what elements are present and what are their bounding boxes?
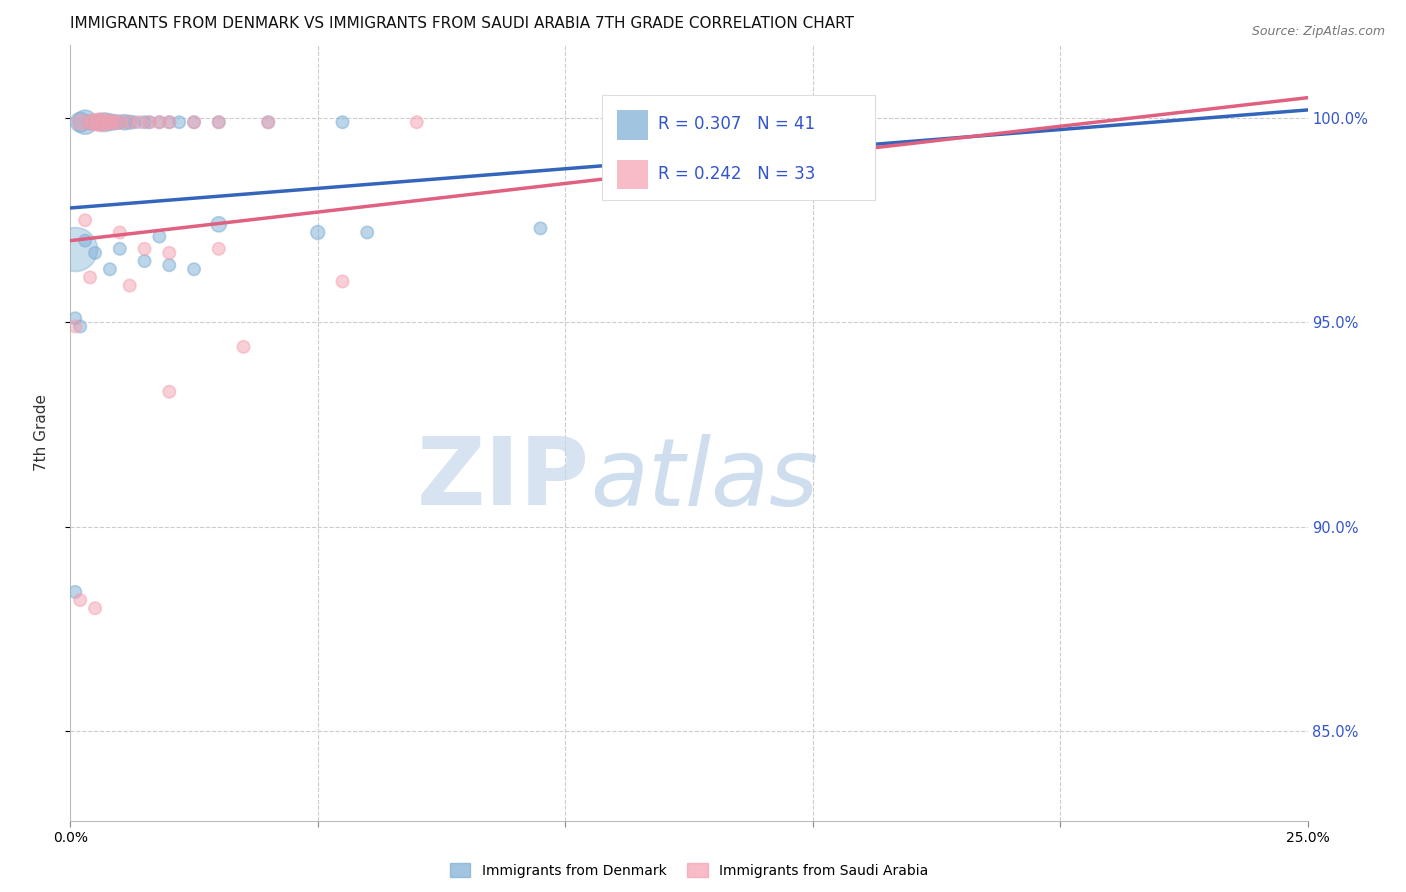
Point bbox=[124, 115, 146, 129]
Text: R = 0.242   N = 33: R = 0.242 N = 33 bbox=[658, 165, 815, 183]
Point bbox=[98, 115, 121, 129]
Point bbox=[529, 221, 551, 235]
Point bbox=[84, 601, 107, 615]
Point bbox=[157, 115, 180, 129]
FancyBboxPatch shape bbox=[602, 95, 875, 200]
Point bbox=[208, 242, 231, 256]
Point bbox=[79, 270, 101, 285]
Point bbox=[84, 115, 107, 129]
Point bbox=[157, 115, 180, 129]
FancyBboxPatch shape bbox=[617, 160, 648, 189]
Point bbox=[65, 311, 87, 326]
Point bbox=[84, 115, 107, 129]
Point bbox=[94, 115, 117, 129]
Point bbox=[257, 115, 280, 129]
Point bbox=[79, 115, 101, 129]
FancyBboxPatch shape bbox=[617, 111, 648, 140]
Point bbox=[65, 242, 87, 256]
Point bbox=[208, 115, 231, 129]
Point bbox=[307, 226, 329, 240]
Point bbox=[134, 115, 156, 129]
Point bbox=[108, 242, 131, 256]
Point bbox=[79, 115, 101, 129]
Point bbox=[89, 115, 111, 129]
Point bbox=[332, 115, 354, 129]
Point bbox=[167, 115, 190, 129]
Point bbox=[134, 242, 156, 256]
Point bbox=[104, 115, 127, 129]
Point bbox=[148, 229, 170, 244]
Point bbox=[208, 217, 231, 231]
Point bbox=[148, 115, 170, 129]
Point bbox=[332, 275, 354, 289]
Point bbox=[118, 115, 141, 129]
Point bbox=[65, 585, 87, 599]
Point bbox=[157, 258, 180, 272]
Point bbox=[75, 234, 97, 248]
Point bbox=[257, 115, 280, 129]
Point bbox=[114, 115, 136, 129]
Point bbox=[356, 226, 378, 240]
Point bbox=[108, 115, 131, 129]
Legend: Immigrants from Denmark, Immigrants from Saudi Arabia: Immigrants from Denmark, Immigrants from… bbox=[444, 857, 934, 884]
Point bbox=[405, 115, 427, 129]
Point bbox=[183, 115, 205, 129]
Point bbox=[89, 115, 111, 129]
Point bbox=[138, 115, 160, 129]
Point bbox=[108, 115, 131, 129]
Point bbox=[232, 340, 254, 354]
Point bbox=[851, 115, 873, 129]
Text: Source: ZipAtlas.com: Source: ZipAtlas.com bbox=[1251, 25, 1385, 38]
Point bbox=[75, 115, 97, 129]
Point bbox=[157, 246, 180, 260]
Point bbox=[183, 115, 205, 129]
Point bbox=[65, 319, 87, 334]
Point bbox=[128, 115, 150, 129]
Text: ZIP: ZIP bbox=[418, 434, 591, 525]
Point bbox=[138, 115, 160, 129]
Point bbox=[69, 115, 91, 129]
Point bbox=[69, 115, 91, 129]
Point bbox=[75, 213, 97, 227]
Point bbox=[148, 115, 170, 129]
Point bbox=[208, 115, 231, 129]
Point bbox=[98, 115, 121, 129]
Point bbox=[108, 226, 131, 240]
Text: IMMIGRANTS FROM DENMARK VS IMMIGRANTS FROM SAUDI ARABIA 7TH GRADE CORRELATION CH: IMMIGRANTS FROM DENMARK VS IMMIGRANTS FR… bbox=[70, 16, 855, 31]
Point bbox=[183, 262, 205, 277]
Point bbox=[157, 384, 180, 399]
Point bbox=[104, 115, 127, 129]
Point bbox=[84, 246, 107, 260]
Point bbox=[851, 115, 873, 129]
Point bbox=[69, 319, 91, 334]
Point bbox=[134, 254, 156, 268]
Text: atlas: atlas bbox=[591, 434, 818, 524]
Point bbox=[652, 115, 675, 129]
Point bbox=[118, 115, 141, 129]
Point bbox=[94, 115, 117, 129]
Point bbox=[652, 115, 675, 129]
Y-axis label: 7th Grade: 7th Grade bbox=[35, 394, 49, 471]
Point bbox=[69, 593, 91, 607]
Point bbox=[118, 278, 141, 293]
Text: R = 0.307   N = 41: R = 0.307 N = 41 bbox=[658, 115, 815, 134]
Point bbox=[98, 262, 121, 277]
